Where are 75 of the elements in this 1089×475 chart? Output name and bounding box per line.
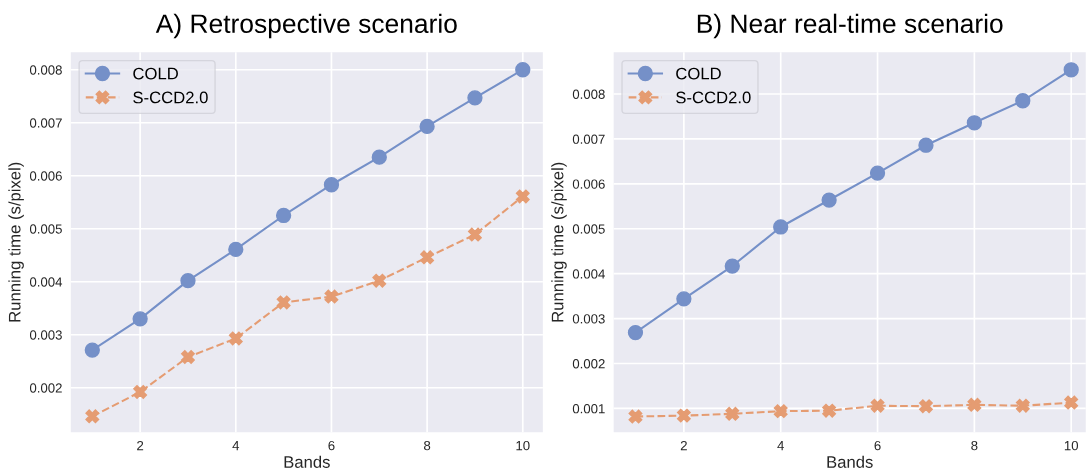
chart-title: A) Retrospective scenario xyxy=(155,13,457,39)
point xyxy=(822,403,837,418)
y-axis-title: Running time (s/pixel) xyxy=(8,162,24,322)
point xyxy=(84,342,100,358)
y-tick-label: 0.004 xyxy=(29,277,63,287)
y-tick-label: 0.001 xyxy=(572,404,605,414)
y-tick-label: 0.002 xyxy=(29,383,62,393)
y-tick-label: 0.005 xyxy=(29,224,62,234)
y-axis-title: Running time (s/pixel) xyxy=(551,162,567,322)
x-tick-label: 10 xyxy=(1064,440,1079,451)
point xyxy=(967,397,982,412)
point xyxy=(870,398,885,413)
point xyxy=(85,409,100,424)
point xyxy=(275,207,292,224)
y-tick-label: 0.005 xyxy=(572,224,605,234)
point xyxy=(181,350,195,364)
y-tick-label: 0.003 xyxy=(29,330,62,340)
point xyxy=(821,192,837,208)
y-tick-label: 0.002 xyxy=(572,359,605,369)
point xyxy=(420,250,435,265)
x-tick-label: 6 xyxy=(328,440,335,451)
point xyxy=(372,273,387,288)
point xyxy=(918,137,934,153)
point xyxy=(228,331,243,346)
x-tick-label: 4 xyxy=(232,441,240,451)
point xyxy=(133,385,148,399)
legend-label: COLD xyxy=(133,67,178,80)
point xyxy=(919,399,933,414)
point xyxy=(132,311,148,327)
y-tick-label: 0.006 xyxy=(572,179,605,189)
point xyxy=(371,149,387,165)
y-tick-label: 0.006 xyxy=(29,171,62,181)
y-tick-label: 0.003 xyxy=(572,314,605,324)
y-tick-label: 0.008 xyxy=(29,65,62,75)
y-tick-label: 0.008 xyxy=(572,89,605,99)
x-tick-label: 8 xyxy=(971,440,978,451)
point xyxy=(773,404,788,419)
point xyxy=(773,219,789,235)
point xyxy=(724,258,740,274)
legend-label: S-CCD2.0 xyxy=(133,91,208,104)
point xyxy=(467,90,483,106)
x-tick-label: 6 xyxy=(874,440,881,451)
x-tick-label: 8 xyxy=(424,440,431,451)
point xyxy=(515,189,530,204)
x-tick-label: 2 xyxy=(680,440,687,451)
point xyxy=(1015,93,1031,109)
point xyxy=(676,291,692,307)
point xyxy=(966,115,983,131)
point xyxy=(676,408,691,423)
legend-label: S-CCD2.0 xyxy=(676,91,751,104)
point xyxy=(627,324,644,341)
point xyxy=(1064,395,1079,410)
point xyxy=(276,295,291,310)
y-tick-label: 0.004 xyxy=(572,269,605,279)
chart-title: B) Near real-time scenario xyxy=(697,13,1003,39)
point xyxy=(228,241,244,258)
point xyxy=(1063,62,1079,78)
x-axis-title: Bands xyxy=(827,455,873,468)
x-axis-title: Bands xyxy=(284,455,330,468)
point xyxy=(323,177,340,193)
point xyxy=(628,409,643,424)
point xyxy=(180,273,196,289)
point xyxy=(467,227,482,242)
point xyxy=(1015,398,1030,413)
point xyxy=(869,165,886,181)
y-tick-label: 0.007 xyxy=(29,118,62,128)
x-tick-label: 4 xyxy=(777,441,784,451)
point xyxy=(515,62,531,78)
point xyxy=(725,406,740,421)
y-tick-label: 0.007 xyxy=(572,134,605,144)
point xyxy=(419,118,435,135)
x-tick-label: 2 xyxy=(137,440,144,451)
legend-label: COLD xyxy=(676,67,721,80)
x-tick-label: 10 xyxy=(516,440,530,451)
point xyxy=(324,289,339,304)
